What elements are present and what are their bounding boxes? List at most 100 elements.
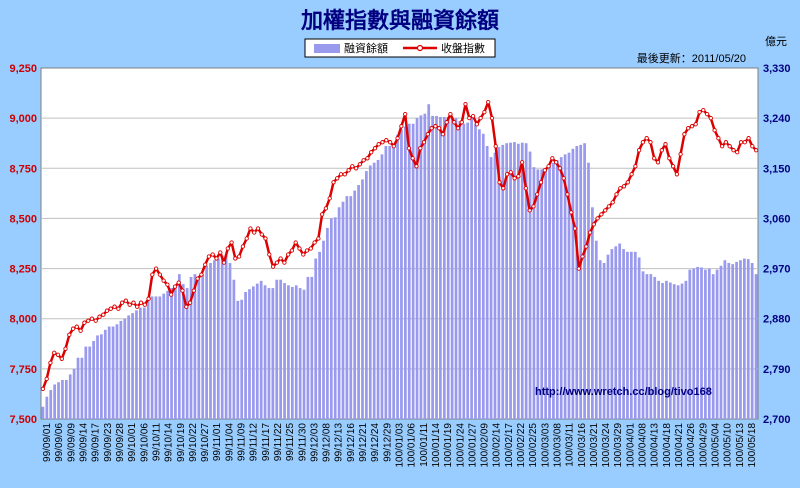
bar xyxy=(672,284,676,419)
index-point xyxy=(55,352,61,357)
index-point xyxy=(406,146,412,151)
index-point xyxy=(599,212,604,217)
bar xyxy=(100,334,103,419)
bar xyxy=(520,142,524,419)
x-tick-label: 100/01/19 xyxy=(443,423,454,468)
x-tick-label: 99/11/17 xyxy=(261,423,272,462)
index-point xyxy=(97,314,102,319)
index-point xyxy=(670,164,676,169)
bar xyxy=(478,129,481,420)
index-point xyxy=(59,356,64,361)
bar xyxy=(271,288,275,419)
bar xyxy=(622,249,625,419)
index-point xyxy=(357,162,363,167)
bar xyxy=(458,120,462,419)
x-tick-label: 100/04/13 xyxy=(650,423,661,468)
index-point xyxy=(40,386,46,392)
index-point xyxy=(304,248,310,253)
left-tick-label: 8,250 xyxy=(9,264,37,276)
index-point xyxy=(119,300,125,305)
bar xyxy=(154,296,158,419)
index-point xyxy=(104,308,110,313)
x-tick-label: 99/11/30 xyxy=(297,423,308,462)
index-point xyxy=(576,266,581,271)
index-point xyxy=(116,306,121,311)
bar xyxy=(290,286,294,419)
index-point xyxy=(248,226,253,231)
index-point xyxy=(591,222,596,227)
bar xyxy=(119,320,123,419)
bar xyxy=(72,368,76,419)
bar xyxy=(513,142,516,419)
index-point xyxy=(474,122,480,127)
bar xyxy=(127,315,131,419)
right-tick-label: 2,880 xyxy=(763,314,791,326)
x-tick-label: 100/01/06 xyxy=(407,423,418,468)
bar xyxy=(45,396,49,419)
index-point xyxy=(659,148,664,153)
left-tick-label: 9,000 xyxy=(9,113,37,125)
bar xyxy=(213,260,216,419)
bar xyxy=(563,154,567,419)
x-tick-label: 99/12/13 xyxy=(334,423,345,462)
index-point xyxy=(686,126,691,131)
x-tick-label: 99/10/11 xyxy=(151,423,162,462)
bar xyxy=(711,274,715,419)
left-tick-label: 7,750 xyxy=(9,364,37,376)
index-point xyxy=(731,148,736,153)
legend: 融資餘額 收盤指數 xyxy=(304,38,496,58)
index-point xyxy=(153,266,159,271)
bar xyxy=(181,284,185,419)
bar xyxy=(298,288,302,419)
index-point xyxy=(738,140,744,145)
bar xyxy=(505,143,509,419)
bar xyxy=(57,382,60,419)
bar xyxy=(92,341,95,419)
bar xyxy=(400,129,403,420)
index-point xyxy=(157,272,163,277)
x-tick-label: 100/03/16 xyxy=(577,423,588,468)
bar xyxy=(306,276,310,419)
bar xyxy=(318,251,321,419)
x-tick-label: 99/11/04 xyxy=(224,423,235,462)
bar xyxy=(337,207,341,419)
x-tick-label: 100/02/22 xyxy=(516,423,527,468)
index-point xyxy=(376,142,381,147)
bar xyxy=(481,133,485,419)
index-point xyxy=(312,240,317,245)
bar xyxy=(735,261,738,419)
index-point xyxy=(693,122,698,127)
x-tick-label: 99/11/12 xyxy=(249,423,260,462)
index-point xyxy=(353,166,359,171)
x-tick-label: 100/02/17 xyxy=(504,423,515,468)
index-point xyxy=(161,278,166,283)
x-tick-label: 100/03/21 xyxy=(589,423,600,468)
index-point xyxy=(169,292,174,297)
index-point xyxy=(429,126,434,131)
index-point xyxy=(187,300,193,305)
bar xyxy=(435,115,438,420)
x-tick-label: 99/09/28 xyxy=(115,423,126,462)
index-point xyxy=(191,288,196,293)
bar xyxy=(185,288,189,419)
index-point xyxy=(504,172,510,177)
bar xyxy=(142,307,146,419)
index-point xyxy=(259,232,264,237)
bar xyxy=(162,293,166,419)
bar xyxy=(641,271,645,419)
index-point xyxy=(135,304,140,309)
index-point xyxy=(444,120,449,125)
index-point xyxy=(150,272,155,277)
index-point xyxy=(750,144,755,149)
index-point xyxy=(335,176,340,181)
index-point xyxy=(240,244,246,249)
x-tick-label: 100/04/18 xyxy=(662,423,673,468)
index-point xyxy=(146,296,151,301)
bar xyxy=(131,313,134,419)
index-point xyxy=(101,312,106,317)
bar xyxy=(411,123,415,419)
chart-title: 加權指數與融資餘額 xyxy=(300,8,499,34)
index-point xyxy=(629,172,634,177)
index-point xyxy=(678,152,683,157)
bar xyxy=(637,257,641,419)
